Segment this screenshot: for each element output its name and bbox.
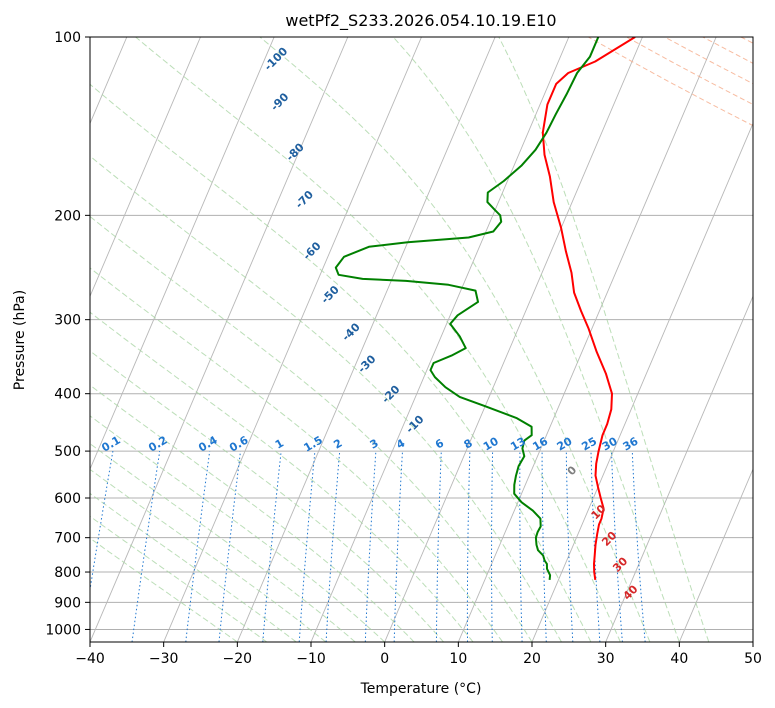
mixing-ratio-label: 2: [331, 437, 344, 452]
mixing-ratio-line: [298, 451, 316, 642]
temperature-line: [541, 37, 636, 581]
mixing-ratio-label: 6: [433, 436, 446, 451]
y-tick-label: 400: [54, 387, 81, 403]
mixing-ratio-label: 3: [368, 437, 381, 452]
x-tick-label: 20: [523, 651, 541, 667]
moist-adiabat-line: [90, 155, 562, 642]
diagram-labels: 0.1 0.2 0.4 0.6 1 1.5 2 3 4 6 8 10 13 16 20 25 30 36-100-…: [99, 44, 640, 602]
x-tick-label: 50: [744, 651, 762, 667]
isotherm-line: [752, 640, 753, 642]
mixing-ratio-line: [519, 451, 523, 642]
moist-adiabat-label: 20: [599, 529, 619, 549]
y-tick-label: 300: [54, 313, 81, 329]
axes: −40 −30 −20 −10 0 10 20 30 40 50 100 200 300 400 500 60…: [45, 30, 762, 667]
plot-frame: [89, 36, 754, 643]
x-tick-label: −10: [296, 651, 326, 667]
mixing-ratio-label: 8: [462, 437, 475, 452]
x-tick-label: −30: [149, 651, 179, 667]
dry-adiabat-label: -60: [300, 239, 323, 262]
isotherm-line: [678, 467, 753, 642]
x-tick-label: 40: [670, 651, 688, 667]
moist-adiabat-line: [135, 37, 621, 642]
dry-adiabat-label: -50: [319, 283, 342, 306]
moist-adiabat-line: [90, 492, 297, 642]
mixing-ratio-line: [185, 451, 211, 642]
isotherm-line: [605, 295, 753, 642]
y-axis-label: Pressure (hPa): [12, 290, 28, 390]
dry-adiabat-label: -20: [379, 383, 402, 406]
moist-adiabat-line: [259, 37, 651, 642]
mixing-ratio-line: [90, 451, 114, 593]
x-tick-label: −20: [223, 651, 253, 667]
mixing-ratio-line: [466, 451, 471, 642]
moist-adiabat-line: [392, 37, 680, 642]
isotherm-line: [163, 37, 422, 642]
mixing-ratio-line: [325, 451, 341, 642]
dry-adiabat-label: -80: [284, 140, 307, 163]
series-layer: [334, 37, 636, 581]
mixing-ratio-line: [393, 451, 403, 642]
isotherm-line: [90, 37, 275, 471]
dry-adiabat-line: [664, 37, 753, 85]
y-tick-label: 600: [54, 491, 81, 507]
dry-adiabat-label: -40: [339, 320, 362, 343]
x-axis-label: Temperature (°C): [360, 681, 482, 697]
mixing-ratio-line: [435, 451, 442, 642]
x-tick-label: 30: [597, 651, 615, 667]
moist-adiabat-line: [90, 350, 444, 642]
isotherm-line: [531, 122, 753, 642]
y-tick-label: 800: [54, 565, 81, 581]
dewpoint-line: [334, 37, 600, 581]
mixing-ratio-line: [364, 451, 377, 642]
dry-adiabat-line: [702, 37, 753, 64]
moist-adiabat-line: [90, 83, 592, 642]
y-tick-label: 900: [54, 595, 81, 611]
x-tick-label: 10: [449, 651, 467, 667]
isotherm-line: [310, 37, 570, 642]
background-lines: [90, 37, 753, 642]
mixing-ratio-line: [218, 451, 241, 642]
chart-title: wetPf2_S233.2026.054.10.19.E10: [285, 11, 556, 31]
dry-adiabat-line: [740, 37, 753, 44]
isotherm-line: [90, 37, 201, 298]
moist-adiabat-line: [90, 443, 356, 642]
y-tick-label: 700: [54, 531, 81, 547]
y-tick-label: 1000: [45, 622, 81, 638]
mixing-ratio-line: [262, 451, 282, 642]
moist-adiabat-line: [90, 415, 386, 642]
mixing-ratio-label: 1: [273, 437, 286, 452]
isotherm-line: [90, 37, 349, 642]
moist-adiabat-line: [90, 215, 533, 642]
moist-adiabat-line: [90, 537, 238, 642]
x-tick-label: 0: [380, 651, 389, 667]
moist-adiabat-line: [90, 311, 474, 642]
y-tick-label: 500: [54, 444, 81, 460]
dry-adiabat-line: [588, 37, 753, 127]
x-tick-label: −40: [75, 651, 105, 667]
y-tick-label: 200: [54, 208, 81, 224]
isotherm-line: [457, 37, 717, 642]
mixing-ratio-line: [631, 451, 646, 642]
isotherm-line: [384, 37, 643, 642]
mixing-ratio-line: [565, 451, 574, 642]
y-tick-label: 100: [54, 30, 81, 46]
mixing-ratio-line: [131, 451, 161, 642]
moist-adiabat-line: [498, 37, 710, 642]
mixing-ratio-line: [491, 451, 494, 642]
isotherm-line: [236, 37, 496, 642]
dry-adiabat-label: -70: [293, 188, 316, 211]
moist-adiabat-label: 10: [589, 502, 609, 522]
mixing-ratio-label: 4: [394, 436, 407, 451]
dry-adiabat-label: -90: [268, 90, 291, 113]
moist-adiabat-line: [90, 515, 268, 642]
moist-adiabat-line: [90, 468, 327, 642]
